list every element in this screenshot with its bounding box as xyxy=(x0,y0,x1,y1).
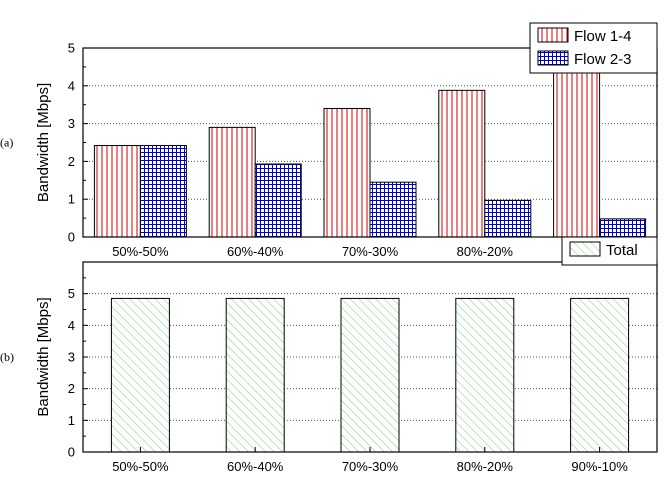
bar xyxy=(225,297,285,453)
bar xyxy=(369,181,417,238)
y-axis-title: Bandwidth [Mbps] xyxy=(35,297,52,416)
y-tick-label: 4 xyxy=(68,78,75,93)
y-tick-label: 1 xyxy=(68,192,75,207)
legend-label: Flow 1-4 xyxy=(574,28,632,45)
y-axis-title: Bandwidth [Mbps] xyxy=(35,83,52,202)
bar xyxy=(254,163,302,238)
legend-label: Flow 2-3 xyxy=(574,51,632,68)
bar xyxy=(323,107,371,238)
y-tick-label: 2 xyxy=(68,381,75,396)
y-tick-label: 2 xyxy=(68,154,75,169)
legend-swatch xyxy=(537,50,569,66)
x-tick-label: 70%-30% xyxy=(342,459,399,474)
y-tick-label: 0 xyxy=(68,230,75,245)
y-tick-label: 0 xyxy=(68,445,75,460)
legend-swatch xyxy=(569,241,601,257)
y-tick-label: 4 xyxy=(68,318,75,333)
x-tick-label: 70%-30% xyxy=(342,244,399,259)
bar xyxy=(208,126,256,238)
x-tick-label: 60%-40% xyxy=(227,244,284,259)
bar xyxy=(110,297,170,453)
y-tick-label: 3 xyxy=(68,116,75,131)
x-tick-label: 50%-50% xyxy=(112,459,169,474)
bar xyxy=(340,297,400,453)
legend-label: Total xyxy=(606,242,638,259)
bar xyxy=(139,145,187,238)
y-tick-label: 1 xyxy=(68,413,75,428)
bar xyxy=(553,71,601,238)
x-tick-label: 80%-20% xyxy=(457,244,514,259)
bar xyxy=(599,218,647,238)
panel-label: (b) xyxy=(0,350,14,364)
y-tick-label: 5 xyxy=(68,41,75,56)
bar xyxy=(570,297,630,453)
y-tick-label: 3 xyxy=(68,350,75,365)
x-tick-label: 80%-20% xyxy=(457,459,514,474)
bar xyxy=(455,297,515,453)
bar xyxy=(438,89,486,238)
y-tick-label: 5 xyxy=(68,286,75,301)
bar xyxy=(484,199,532,238)
legend-swatch xyxy=(537,27,569,43)
panel-label: (a) xyxy=(0,136,13,150)
x-tick-label: 50%-50% xyxy=(112,244,169,259)
x-tick-label: 60%-40% xyxy=(227,459,284,474)
bar xyxy=(93,145,141,238)
x-tick-label: 90%-10% xyxy=(571,459,628,474)
